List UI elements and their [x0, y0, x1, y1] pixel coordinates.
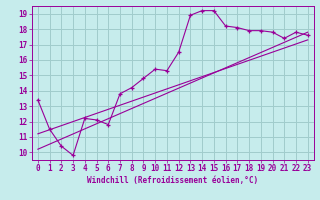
- X-axis label: Windchill (Refroidissement éolien,°C): Windchill (Refroidissement éolien,°C): [87, 176, 258, 185]
